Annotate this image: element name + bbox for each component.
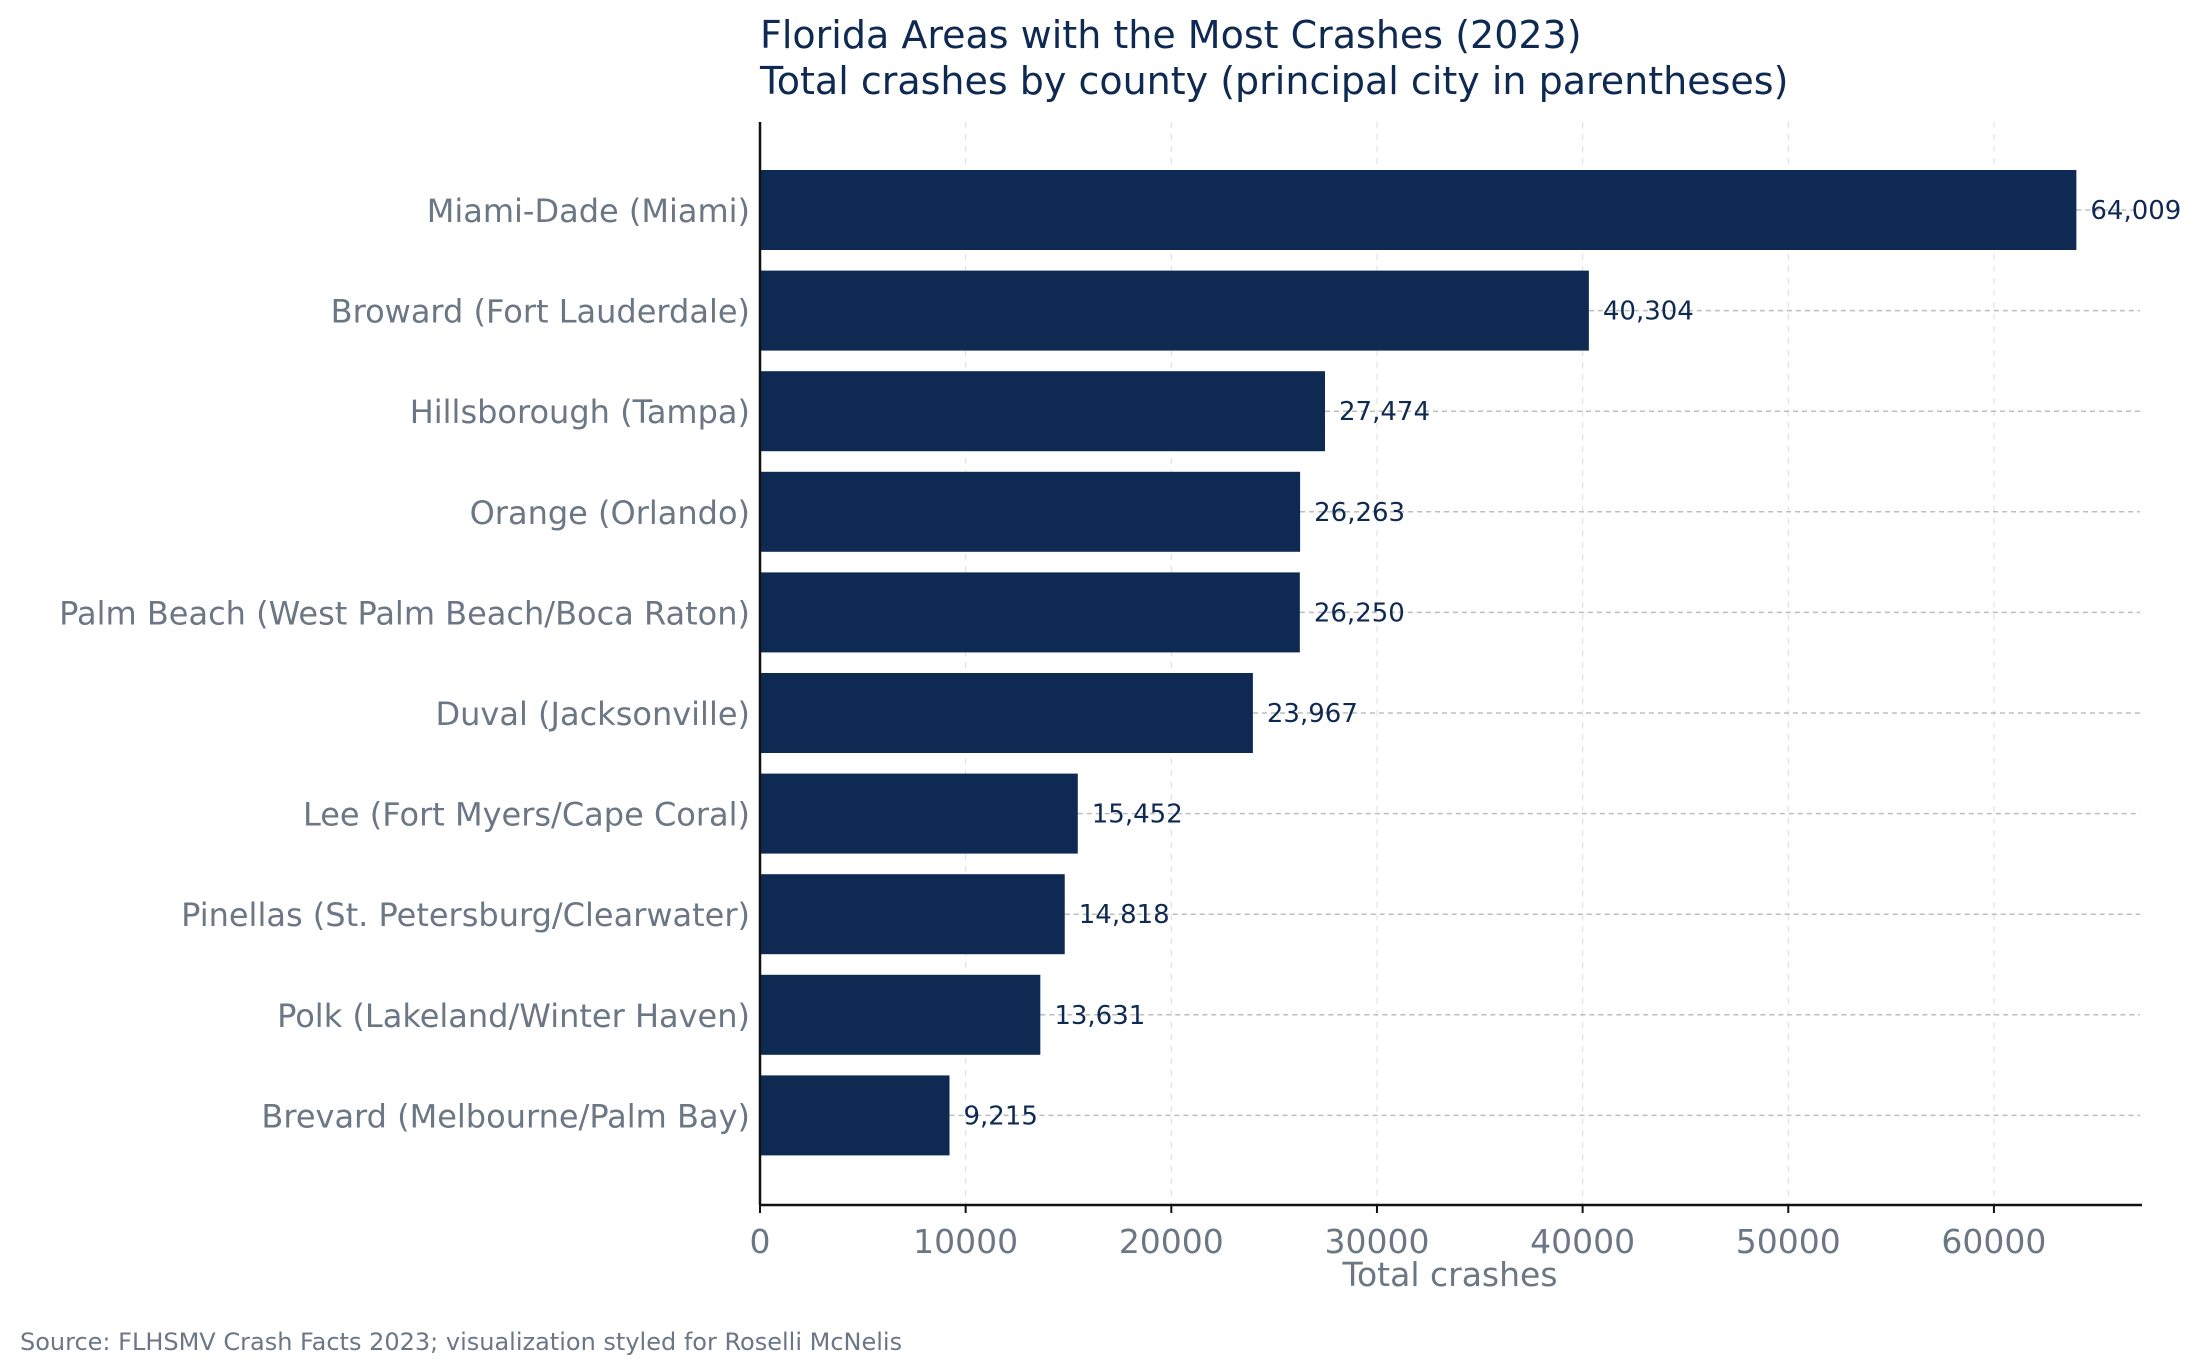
category-label: Brevard (Melbourne/Palm Bay) [261,1097,750,1135]
x-tick-label: 60000 [1941,1222,2046,1261]
x-tick-label: 10000 [913,1222,1018,1261]
value-label: 14,818 [1079,900,1170,930]
x-tick-label: 20000 [1119,1222,1224,1261]
category-label: Duval (Jacksonville) [436,695,751,733]
x-tick-label: 50000 [1736,1222,1841,1261]
bar [760,673,1253,753]
bar [760,170,2077,250]
value-label: 26,263 [1314,498,1405,528]
bar [760,270,1589,351]
bar [760,874,1065,955]
bar [760,1075,950,1156]
category-label: Pinellas (St. Petersburg/Clearwater) [181,896,750,934]
category-label: Hillsborough (Tampa) [410,393,750,431]
category-label: Palm Beach (West Palm Beach/Boca Raton) [59,594,750,632]
category-label: Miami-Dade (Miami) [427,192,750,230]
x-tick-label: 30000 [1324,1222,1429,1261]
chart-subtitle: Total crashes by county (principal city … [759,59,1788,103]
value-label: 9,215 [964,1101,1038,1131]
bar [760,471,1301,552]
category-label: Broward (Fort Lauderdale) [331,293,750,331]
source-note: Source: FLHSMV Crash Facts 2023; visuali… [20,1328,902,1356]
plot-area: 64,009 Miami-Dade (Miami) 40,304 Broward (F… [59,122,2181,1261]
bar [760,773,1078,854]
value-label: 64,009 [2090,196,2181,226]
value-label: 15,452 [1092,800,1183,830]
x-tick-label: 0 [750,1222,771,1261]
bar [760,371,1326,452]
value-label: 27,474 [1339,397,1430,427]
value-label: 23,967 [1267,699,1358,729]
x-axis-title: Total crashes [1341,1255,1557,1294]
bar [760,572,1300,653]
category-label: Polk (Lakeland/Winter Haven) [277,997,750,1035]
value-label: 26,250 [1314,598,1405,628]
value-label: 40,304 [1603,297,1694,327]
value-label: 13,631 [1054,1001,1145,1031]
category-label: Orange (Orlando) [470,494,750,532]
x-tick-label: 40000 [1530,1222,1635,1261]
bar [760,974,1041,1055]
chart-title: Florida Areas with the Most Crashes (202… [760,13,1582,57]
category-label: Lee (Fort Myers/Cape Coral) [303,796,750,834]
